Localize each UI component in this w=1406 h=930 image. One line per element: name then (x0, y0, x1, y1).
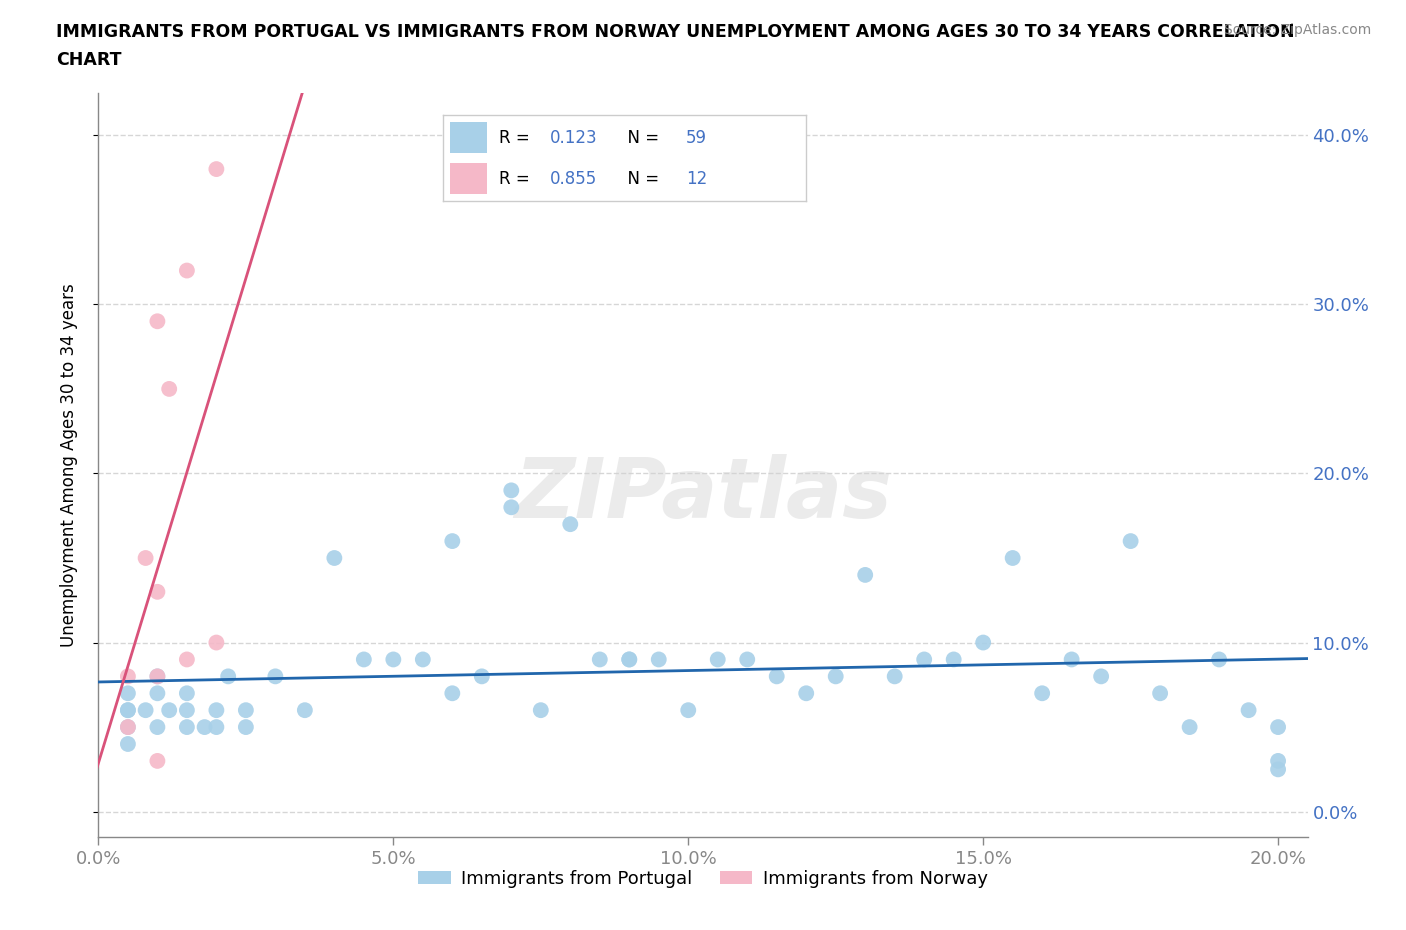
Point (157, 381, 180, 396)
Point (501, 499, 523, 514)
Text: ZIPatlas: ZIPatlas (515, 454, 891, 536)
Point (589, 652, 612, 667)
Y-axis label: Unemployment Among Ages 30 to 34 years: Unemployment Among Ages 30 to 34 years (59, 283, 77, 647)
Point (619, 652, 641, 667)
Point (530, 703, 553, 718)
Point (146, 720, 169, 735)
Point (972, 635, 994, 650)
Point (619, 652, 641, 667)
Point (942, 652, 965, 667)
Point (441, 685, 464, 700)
Point (883, 669, 905, 684)
Point (117, 720, 139, 735)
Point (1267, 762, 1289, 777)
Point (323, 551, 346, 565)
Text: CHART: CHART (56, 51, 122, 69)
Point (217, 669, 239, 684)
Point (146, 313, 169, 328)
Point (1149, 685, 1171, 700)
Point (235, 720, 257, 735)
Point (264, 669, 287, 684)
Point (471, 669, 494, 684)
Point (1090, 669, 1112, 684)
Point (176, 652, 198, 667)
Point (412, 652, 434, 667)
Point (1267, 753, 1289, 768)
Point (117, 669, 139, 684)
Point (1178, 720, 1201, 735)
Point (382, 652, 405, 667)
Point (706, 652, 728, 667)
Point (205, 635, 228, 650)
Point (1267, 720, 1289, 735)
Point (353, 652, 375, 667)
Point (1119, 534, 1142, 549)
Point (117, 703, 139, 718)
Point (205, 162, 228, 177)
Point (176, 685, 198, 700)
Point (176, 703, 198, 718)
Point (117, 703, 139, 718)
Point (194, 720, 217, 735)
Point (560, 517, 582, 532)
Point (117, 685, 139, 700)
Text: Source: ZipAtlas.com: Source: ZipAtlas.com (1223, 23, 1371, 37)
Point (1001, 551, 1024, 565)
Point (146, 753, 169, 768)
Point (735, 652, 758, 667)
Point (205, 703, 228, 718)
Point (146, 669, 169, 684)
Point (146, 669, 169, 684)
Point (824, 669, 846, 684)
Point (135, 551, 157, 565)
Point (205, 720, 228, 735)
Point (117, 720, 139, 735)
Point (765, 669, 787, 684)
Point (176, 263, 198, 278)
Point (441, 534, 464, 549)
Text: IMMIGRANTS FROM PORTUGAL VS IMMIGRANTS FROM NORWAY UNEMPLOYMENT AMONG AGES 30 TO: IMMIGRANTS FROM PORTUGAL VS IMMIGRANTS F… (56, 23, 1295, 41)
Point (912, 652, 935, 667)
Point (794, 685, 817, 700)
Point (853, 567, 876, 582)
Point (501, 483, 523, 498)
Point (678, 703, 700, 718)
Point (1208, 652, 1230, 667)
Point (146, 685, 169, 700)
Point (176, 720, 198, 735)
Point (157, 703, 180, 718)
Point (1060, 652, 1083, 667)
Point (146, 584, 169, 599)
Point (1237, 703, 1260, 718)
Point (135, 703, 157, 718)
Point (294, 703, 316, 718)
Legend: Immigrants from Portugal, Immigrants from Norway: Immigrants from Portugal, Immigrants fro… (411, 862, 995, 895)
Point (648, 652, 671, 667)
Point (117, 737, 139, 751)
Point (1031, 685, 1053, 700)
Point (235, 703, 257, 718)
